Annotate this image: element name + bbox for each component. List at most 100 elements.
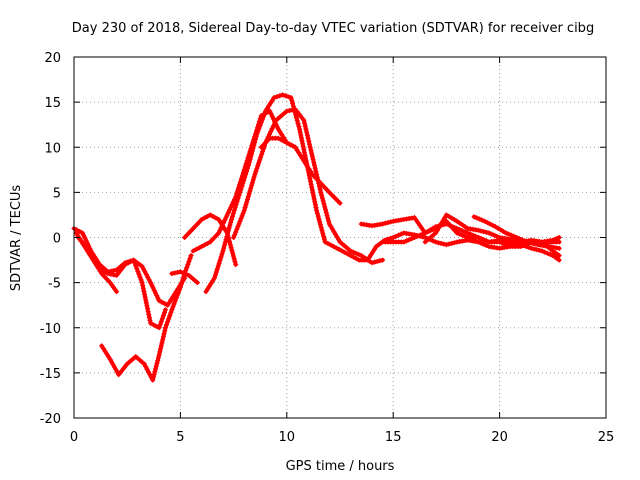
data-point	[253, 168, 259, 174]
data-point	[311, 196, 317, 202]
data-point	[242, 205, 248, 211]
data-point	[196, 245, 202, 251]
data-point	[449, 215, 455, 221]
data-point	[244, 199, 250, 205]
data-point	[248, 185, 254, 191]
data-point	[329, 226, 335, 232]
data-series	[203, 92, 396, 295]
data-point	[155, 295, 161, 301]
data-point	[321, 201, 327, 207]
data-point	[150, 322, 156, 328]
data-point	[190, 248, 196, 254]
data-point	[436, 225, 442, 231]
data-point	[350, 254, 356, 260]
series-group	[71, 92, 562, 383]
data-point	[454, 225, 460, 231]
data-point	[281, 138, 287, 144]
data-point	[183, 271, 189, 277]
data-point	[254, 131, 260, 137]
data-point	[274, 94, 280, 100]
y-tick-label: -10	[40, 322, 61, 337]
data-point	[479, 217, 485, 223]
data-point	[319, 228, 325, 234]
data-point	[141, 266, 147, 272]
data-point	[213, 269, 219, 275]
data-point	[238, 186, 244, 192]
data-point	[271, 123, 276, 129]
data-point	[230, 210, 236, 216]
data-point	[146, 312, 152, 318]
data-point	[244, 168, 250, 174]
axes	[73, 56, 607, 419]
data-point	[495, 225, 501, 231]
data-point	[138, 277, 144, 283]
data-point	[180, 276, 186, 282]
data-point	[324, 212, 330, 218]
data-point	[146, 314, 152, 320]
data-point	[539, 248, 545, 254]
data-point	[157, 322, 163, 328]
data-point	[147, 317, 153, 323]
data-point	[240, 180, 246, 186]
data-point	[230, 253, 236, 259]
data-point	[284, 108, 290, 114]
data-point	[310, 156, 316, 162]
data-point	[159, 299, 165, 305]
data-point	[240, 210, 246, 216]
data-point	[224, 234, 230, 240]
data-point	[228, 219, 234, 225]
data-point	[356, 251, 362, 257]
x-tick-label: 20	[491, 430, 508, 445]
data-point	[433, 239, 439, 245]
data-point	[122, 262, 128, 268]
data-point	[145, 309, 151, 315]
data-point	[151, 371, 157, 377]
data-point	[237, 218, 243, 224]
data-point	[492, 224, 498, 230]
data-point	[216, 260, 222, 266]
data-point	[256, 125, 262, 131]
data-point	[294, 118, 300, 124]
data-point	[148, 320, 154, 326]
data-point	[406, 237, 412, 243]
data-point	[161, 331, 167, 337]
data-point	[314, 174, 320, 180]
data-point	[159, 316, 165, 322]
data-point	[556, 253, 562, 259]
data-point	[222, 242, 228, 248]
data-point	[245, 196, 251, 202]
data-point	[382, 220, 388, 226]
data-point	[328, 224, 334, 230]
data-point	[108, 271, 114, 277]
data-point	[202, 215, 208, 221]
data-point	[258, 119, 264, 125]
data-point	[168, 310, 174, 316]
data-point	[313, 205, 319, 211]
data-point	[232, 204, 238, 210]
data-point	[306, 170, 312, 176]
data-point	[310, 190, 316, 196]
data-point	[417, 233, 423, 239]
data-series	[71, 225, 188, 308]
data-point	[526, 244, 532, 250]
data-point	[245, 162, 251, 168]
data-series	[169, 269, 200, 286]
data-point	[267, 108, 273, 114]
data-point	[419, 225, 425, 231]
data-point	[172, 270, 178, 276]
data-point	[167, 313, 173, 319]
data-point	[443, 242, 449, 248]
data-point	[306, 138, 312, 144]
data-point	[177, 269, 183, 275]
data-point	[314, 210, 320, 216]
data-point	[259, 117, 265, 123]
data-point	[372, 259, 378, 265]
data-series	[258, 135, 298, 150]
data-point	[465, 230, 471, 236]
data-point	[309, 184, 315, 190]
data-point	[219, 222, 225, 228]
data-point	[302, 123, 308, 129]
data-point	[206, 283, 212, 289]
data-point	[306, 141, 312, 147]
data-point	[302, 120, 308, 126]
